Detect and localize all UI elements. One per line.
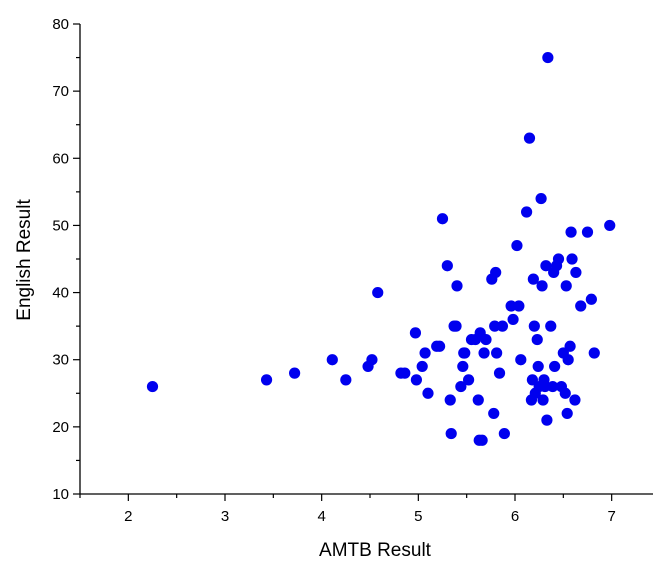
data-point	[575, 300, 587, 312]
data-point	[542, 51, 554, 64]
data-point	[498, 427, 510, 440]
data-point	[540, 260, 552, 272]
data-point	[541, 414, 553, 426]
data-point	[493, 367, 506, 379]
data-point	[260, 374, 273, 386]
data-point	[410, 374, 422, 386]
data-point	[564, 340, 576, 352]
data-point	[399, 367, 411, 379]
data-point	[531, 333, 543, 346]
data-point	[419, 347, 431, 359]
y-tick-label: 10	[52, 486, 69, 503]
data-point	[416, 360, 428, 373]
data-point	[434, 340, 446, 352]
data-point	[476, 434, 488, 446]
data-point	[562, 354, 574, 366]
data-point	[289, 367, 301, 379]
data-point	[436, 213, 449, 225]
data-point	[585, 293, 597, 305]
data-point	[535, 192, 547, 205]
data-point	[445, 427, 457, 440]
data-point	[570, 266, 582, 279]
y-tick-label: 20	[52, 419, 69, 436]
data-point	[366, 354, 378, 366]
x-tick-label: 3	[221, 508, 229, 525]
data-point	[472, 394, 484, 406]
data-point	[604, 219, 616, 232]
y-tick-label: 50	[52, 217, 69, 234]
data-point	[588, 347, 600, 359]
data-point	[455, 380, 467, 393]
data-point	[547, 380, 559, 393]
data-point	[490, 266, 502, 279]
y-axis-title: English Result	[14, 199, 35, 321]
data-point	[478, 347, 490, 359]
data-point	[326, 354, 338, 366]
data-point	[409, 327, 422, 339]
data-point	[549, 360, 561, 373]
data-point	[523, 132, 536, 144]
data-point	[565, 226, 577, 238]
y-tick-label: 30	[52, 352, 69, 369]
y-tick-label: 60	[52, 150, 69, 167]
data-point	[340, 374, 352, 386]
data-point	[505, 300, 517, 312]
data-point	[521, 206, 533, 218]
data-point	[507, 313, 519, 326]
data-point	[489, 320, 501, 332]
data-point	[488, 407, 500, 420]
data-point	[536, 280, 548, 292]
x-tick-label: 5	[414, 508, 422, 525]
data-point	[560, 280, 572, 292]
data-point	[581, 226, 594, 238]
data-point	[496, 320, 509, 332]
x-tick-label: 7	[607, 508, 615, 525]
data-point	[545, 320, 557, 332]
data-point	[444, 394, 456, 406]
data-point	[532, 360, 544, 373]
data-point	[459, 347, 471, 359]
data-point	[539, 380, 551, 393]
data-point	[457, 360, 469, 373]
data-point	[450, 320, 462, 332]
data-point	[491, 347, 503, 359]
data-point	[561, 407, 573, 420]
y-tick-label: 70	[52, 83, 69, 100]
data-point	[146, 380, 159, 393]
data-point	[480, 333, 492, 346]
x-tick-label: 2	[124, 508, 132, 525]
data-points	[146, 51, 616, 446]
data-point	[537, 394, 549, 406]
data-point	[515, 354, 527, 366]
x-tick-label: 4	[317, 508, 325, 525]
data-point	[441, 260, 453, 272]
data-point	[566, 253, 578, 265]
data-point	[372, 286, 384, 299]
data-point	[451, 280, 463, 292]
y-tick-label: 40	[52, 285, 69, 302]
data-point	[528, 320, 540, 332]
ticks: 10 20 30 40 50 60 70 80 2 3 4 5 6 7	[52, 16, 616, 525]
data-point	[569, 394, 581, 406]
x-axis-title: AMTB Result	[319, 540, 432, 561]
data-point	[463, 374, 475, 386]
data-point	[422, 387, 434, 399]
x-tick-label: 6	[511, 508, 519, 525]
y-tick-label: 80	[52, 16, 69, 33]
data-point	[559, 387, 571, 399]
data-point	[513, 300, 525, 312]
data-point	[552, 253, 565, 265]
data-point	[511, 239, 523, 252]
data-point	[527, 273, 539, 285]
